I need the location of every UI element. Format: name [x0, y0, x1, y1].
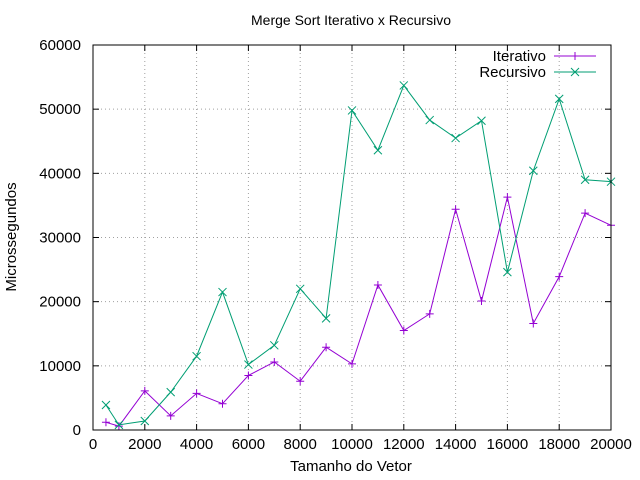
y-tick-label: 60000: [39, 37, 81, 54]
y-tick-label: 30000: [39, 230, 81, 247]
data-point-recursivo: [295, 284, 305, 294]
data-point-recursivo: [373, 145, 383, 155]
x-tick-label: 18000: [538, 436, 580, 453]
legend-label-iterativo: Iterativo: [493, 48, 546, 65]
x-tick-label: 6000: [232, 436, 265, 453]
legend-marker-iterativo: [571, 52, 579, 60]
data-point-iterativo: [140, 386, 149, 395]
legend: Iterativo Recursivo: [479, 48, 596, 81]
data-point-iterativo: [270, 357, 279, 366]
y-tick-label: 20000: [39, 294, 81, 311]
y-axis-label: Microssegundos: [3, 182, 20, 291]
data-point-recursivo: [580, 175, 590, 185]
data-point-recursivo: [399, 81, 409, 90]
data-point-recursivo: [140, 416, 150, 426]
data-point-iterativo: [192, 389, 201, 398]
x-tick-label: 2000: [128, 436, 161, 453]
data-point-recursivo: [451, 133, 460, 143]
x-tick-label: 14000: [435, 436, 477, 453]
y-tick-label: 40000: [39, 165, 81, 182]
x-tick-label: 12000: [383, 436, 425, 453]
data-point-iterativo: [322, 343, 331, 352]
data-point-iterativo: [425, 309, 434, 318]
data-point-recursivo: [554, 94, 564, 104]
x-tick-label: 20000: [590, 436, 632, 453]
data-point-recursivo: [114, 420, 124, 430]
data-point-recursivo: [166, 387, 176, 397]
x-tick-label: 0: [89, 436, 97, 453]
data-point-recursivo: [477, 116, 486, 126]
data-point-iterativo: [101, 418, 110, 427]
data-point-recursivo: [347, 106, 357, 115]
x-tick-label: 10000: [331, 436, 373, 453]
legend-label-recursivo: Recursivo: [479, 64, 546, 81]
data-point-recursivo: [321, 313, 331, 323]
x-tick-label: 8000: [284, 436, 317, 453]
data-point-iterativo: [166, 411, 175, 420]
data-point-recursivo: [425, 115, 435, 125]
series-recursivo: [101, 81, 616, 430]
data-point-recursivo: [503, 267, 512, 277]
y-tick-label: 10000: [39, 358, 81, 375]
x-tick-label: 4000: [180, 436, 213, 453]
grid-layer: [93, 45, 611, 430]
data-point-iterativo: [114, 422, 123, 431]
data-point-recursivo: [192, 351, 201, 361]
data-point-recursivo: [218, 287, 227, 297]
series-layer: [101, 81, 616, 431]
data-point-recursivo: [269, 340, 279, 350]
data-point-iterativo: [348, 359, 356, 368]
data-point-iterativo: [244, 371, 253, 380]
legend-marker-recursivo: [570, 67, 580, 77]
x-tick-label: 16000: [487, 436, 529, 453]
y-tick-label: 0: [73, 422, 81, 439]
data-point-recursivo: [244, 360, 253, 369]
data-point-iterativo: [477, 297, 486, 306]
data-point-iterativo: [503, 193, 512, 202]
data-point-iterativo: [218, 399, 227, 408]
data-point-iterativo: [296, 377, 305, 386]
x-axis-label: Tamanho do Vetor: [290, 458, 412, 475]
series-line-iterativo: [105, 196, 612, 427]
tick-layer: 0 2000 4000 6000 8000 10000 12000 14000 16000 180…: [39, 37, 632, 453]
data-point-recursivo: [101, 400, 111, 410]
data-point-iterativo: [555, 272, 564, 281]
series-iterativo: [101, 193, 615, 431]
data-point-iterativo: [529, 319, 538, 328]
series-line-recursivo: [105, 84, 612, 426]
data-point-iterativo: [451, 205, 460, 214]
data-point-iterativo: [373, 280, 382, 289]
chart-title: Merge Sort Iterativo x Recursivo: [251, 12, 451, 28]
data-point-iterativo: [399, 326, 408, 335]
data-point-iterativo: [581, 209, 590, 218]
y-tick-label: 50000: [39, 101, 81, 118]
data-point-recursivo: [528, 166, 538, 176]
